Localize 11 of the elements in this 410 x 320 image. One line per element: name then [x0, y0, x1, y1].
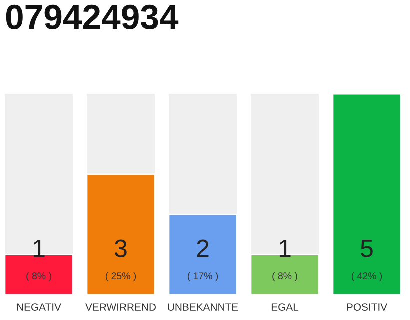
- data-label: 2 ( 17% ): [188, 240, 218, 282]
- x-tick-label: UNBEKANNTE: [168, 304, 238, 311]
- data-label: 1 ( 8% ): [272, 240, 298, 282]
- chart-title: 079424934: [6, 4, 179, 30]
- x-tick-label: POSITIV: [347, 304, 388, 311]
- data-label: 5 ( 42% ): [352, 240, 382, 282]
- x-tick-label: NEGATIV: [17, 304, 62, 311]
- data-label: 1 ( 8% ): [26, 240, 52, 282]
- x-tick-label: VERWIRREND: [86, 304, 156, 311]
- x-tick-label: EGAL: [272, 304, 299, 311]
- data-label: 3 ( 25% ): [106, 240, 136, 282]
